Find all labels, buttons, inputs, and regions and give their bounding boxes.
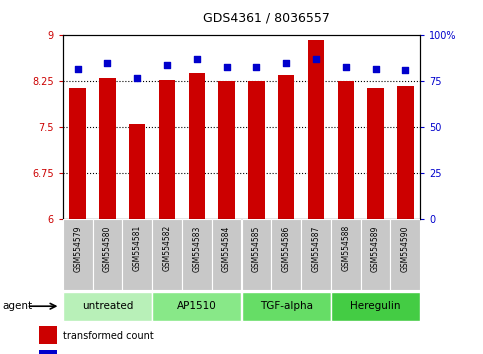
Bar (159, 80, 175, 219)
Text: GSM554582: GSM554582 (163, 225, 171, 272)
Bar (39, 326, 57, 344)
Bar (99, 78, 115, 219)
Bar (361, 219, 390, 290)
Bar (129, 124, 145, 219)
Point (312, 57, 320, 62)
Text: Heregulin: Heregulin (350, 301, 401, 311)
Text: GSM554587: GSM554587 (312, 225, 320, 272)
Point (104, 60, 112, 66)
Point (163, 62, 171, 68)
Bar (63, 219, 93, 290)
Bar (397, 86, 413, 219)
Point (401, 68, 409, 73)
Bar (182, 219, 212, 290)
Text: GSM554588: GSM554588 (341, 225, 350, 272)
Text: GSM554579: GSM554579 (73, 225, 82, 272)
Point (223, 64, 230, 69)
Text: GSM554586: GSM554586 (282, 225, 291, 272)
Bar (93, 219, 122, 290)
Text: GDS4361 / 8036557: GDS4361 / 8036557 (203, 12, 330, 25)
Bar (122, 219, 152, 290)
Text: GSM554584: GSM554584 (222, 225, 231, 272)
Bar (39, 350, 57, 354)
Bar (189, 73, 205, 219)
Bar (152, 219, 182, 290)
Point (342, 64, 350, 69)
Bar (271, 219, 301, 290)
Text: GSM554580: GSM554580 (103, 225, 112, 272)
Text: GSM554585: GSM554585 (252, 225, 261, 272)
Text: transformed count: transformed count (63, 331, 154, 341)
Text: GSM554583: GSM554583 (192, 225, 201, 272)
Point (133, 75, 141, 81)
Bar (212, 219, 242, 290)
Bar (218, 81, 235, 219)
Point (253, 64, 260, 69)
Bar (331, 292, 420, 321)
Bar (242, 219, 271, 290)
Text: TGF-alpha: TGF-alpha (260, 301, 313, 311)
Point (372, 66, 380, 72)
Point (74, 66, 82, 72)
Point (193, 57, 201, 62)
Bar (331, 219, 361, 290)
Text: agent: agent (2, 301, 32, 311)
Bar (390, 219, 420, 290)
Text: untreated: untreated (82, 301, 133, 311)
Bar (301, 219, 331, 290)
Bar (248, 81, 265, 219)
Bar (63, 292, 152, 321)
Text: GSM554581: GSM554581 (133, 225, 142, 272)
Bar (152, 292, 242, 321)
Point (282, 60, 290, 66)
Text: AP1510: AP1510 (177, 301, 217, 311)
Text: GSM554589: GSM554589 (371, 225, 380, 272)
Bar (278, 75, 294, 219)
Bar (368, 87, 384, 219)
Bar (308, 40, 324, 219)
Bar (70, 87, 86, 219)
Text: GSM554590: GSM554590 (401, 225, 410, 272)
Bar (242, 292, 331, 321)
Bar (338, 81, 354, 219)
